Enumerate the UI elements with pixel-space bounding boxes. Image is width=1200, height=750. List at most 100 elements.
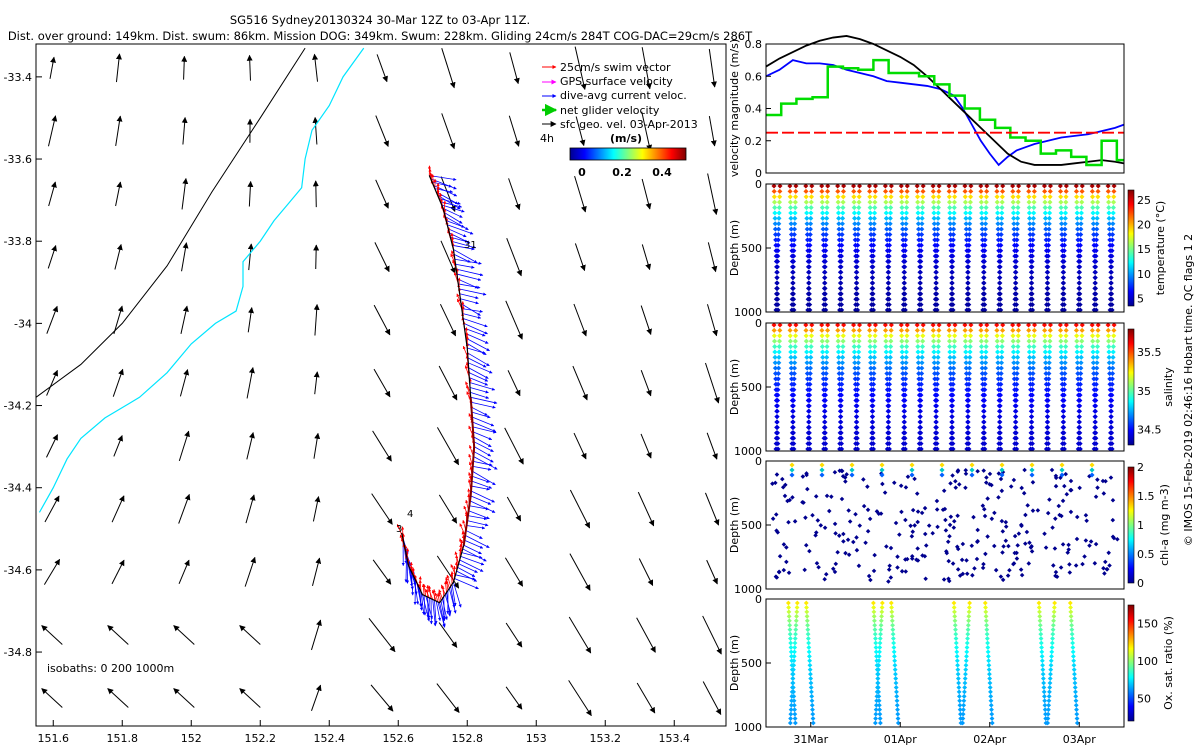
profile-point xyxy=(856,194,862,200)
profile-point xyxy=(1107,441,1113,447)
profile-point xyxy=(820,365,826,371)
profile-point xyxy=(771,194,777,200)
oxygen-point xyxy=(794,605,800,610)
current-vector-arrow xyxy=(453,249,478,264)
profile-point xyxy=(1028,280,1034,286)
chla-point xyxy=(1051,563,1056,568)
oxygen-point xyxy=(960,711,966,717)
swim-vector-arrow xyxy=(421,583,425,596)
profile-point xyxy=(1089,327,1095,333)
profile-point xyxy=(951,226,957,232)
profile-point xyxy=(790,275,796,281)
oxygen-point xyxy=(879,613,884,619)
chla-point xyxy=(912,523,917,528)
profile-point xyxy=(855,365,861,371)
oxygen-point xyxy=(964,653,969,659)
profile-point xyxy=(854,275,860,281)
profile-point xyxy=(1031,183,1038,189)
oxygen-point xyxy=(986,658,992,664)
chla-point xyxy=(1052,546,1058,551)
profile-point xyxy=(840,194,846,200)
profile-point xyxy=(1076,269,1083,275)
profile-point xyxy=(1044,302,1050,308)
oxygen-point xyxy=(793,622,799,628)
profile-point xyxy=(1076,414,1082,420)
profile-point xyxy=(856,322,863,328)
oxygen-point xyxy=(983,605,988,610)
profile-point xyxy=(1074,338,1080,344)
current-vector-arrow xyxy=(467,347,486,355)
geo-velocity-arrow xyxy=(370,684,394,712)
profile-point xyxy=(867,327,873,333)
profile-point xyxy=(1014,370,1020,377)
profile-point xyxy=(1063,194,1069,200)
profile-point xyxy=(819,327,825,333)
profile-point xyxy=(1026,194,1032,200)
chla-point xyxy=(782,493,788,499)
chla-point xyxy=(1026,561,1032,566)
profile-point xyxy=(836,365,842,371)
profile-point xyxy=(902,253,908,259)
profile-point xyxy=(835,333,841,339)
geo-velocity-arrow xyxy=(180,305,189,334)
oxygen-point xyxy=(1069,631,1075,637)
profile-point xyxy=(980,424,987,430)
profile-point xyxy=(1026,327,1032,333)
profile-point xyxy=(933,419,939,425)
current-vector-arrow xyxy=(473,456,498,470)
oxygen-point xyxy=(1074,720,1080,726)
profile-point xyxy=(806,269,812,275)
oxygen-point xyxy=(877,649,882,655)
profile-point xyxy=(994,188,1000,194)
profile-point xyxy=(888,194,894,200)
profile-point xyxy=(884,221,890,227)
oxygen-point xyxy=(872,622,878,628)
profile-point xyxy=(853,280,859,286)
profile-point xyxy=(1057,188,1064,194)
profile-point xyxy=(1109,231,1116,238)
profile-point xyxy=(1094,365,1100,371)
profile-point xyxy=(952,333,958,339)
chla-point xyxy=(822,577,827,582)
profile-point xyxy=(1013,269,1019,275)
profile-point xyxy=(1013,414,1019,420)
oxygen-point xyxy=(890,622,896,628)
profile-point xyxy=(854,403,860,409)
profile-point xyxy=(1010,199,1016,205)
current-vector-arrow xyxy=(447,224,474,235)
chla-ylabel: Depth (m) xyxy=(728,497,741,553)
profile-point xyxy=(805,435,811,441)
profile-point xyxy=(776,349,782,355)
profile-point xyxy=(965,275,971,281)
oxygen-point xyxy=(806,653,812,659)
geo-velocity-arrow xyxy=(239,625,261,645)
profile-point xyxy=(902,248,908,254)
profile-point xyxy=(1059,370,1065,377)
profile-point xyxy=(952,327,958,333)
profile-point xyxy=(1089,194,1096,200)
oxygen-point xyxy=(953,631,959,637)
profile-point xyxy=(967,344,973,350)
oxygen-frame xyxy=(765,598,1125,728)
profile-point xyxy=(1062,349,1069,355)
geo-velocity-arrow xyxy=(573,303,587,337)
profile-point xyxy=(883,199,889,205)
salinity-ylabel: Depth (m) xyxy=(728,359,741,415)
profile-point xyxy=(949,275,955,281)
profile-point xyxy=(1013,253,1019,259)
profile-point xyxy=(855,370,861,377)
oxygen-point xyxy=(983,618,989,624)
profile-point xyxy=(1010,205,1016,211)
profile-point xyxy=(1091,296,1098,302)
chla-point xyxy=(1000,529,1006,534)
profile-point xyxy=(776,215,782,221)
profile-point xyxy=(856,333,862,339)
profile-point xyxy=(1076,285,1082,291)
profile-point xyxy=(1090,221,1096,227)
profile-point xyxy=(1074,215,1080,221)
current-vector-arrow xyxy=(466,525,486,530)
chla-point xyxy=(1092,561,1098,566)
chla-point xyxy=(909,556,915,561)
profile-point xyxy=(903,215,909,221)
profile-point xyxy=(915,344,921,350)
